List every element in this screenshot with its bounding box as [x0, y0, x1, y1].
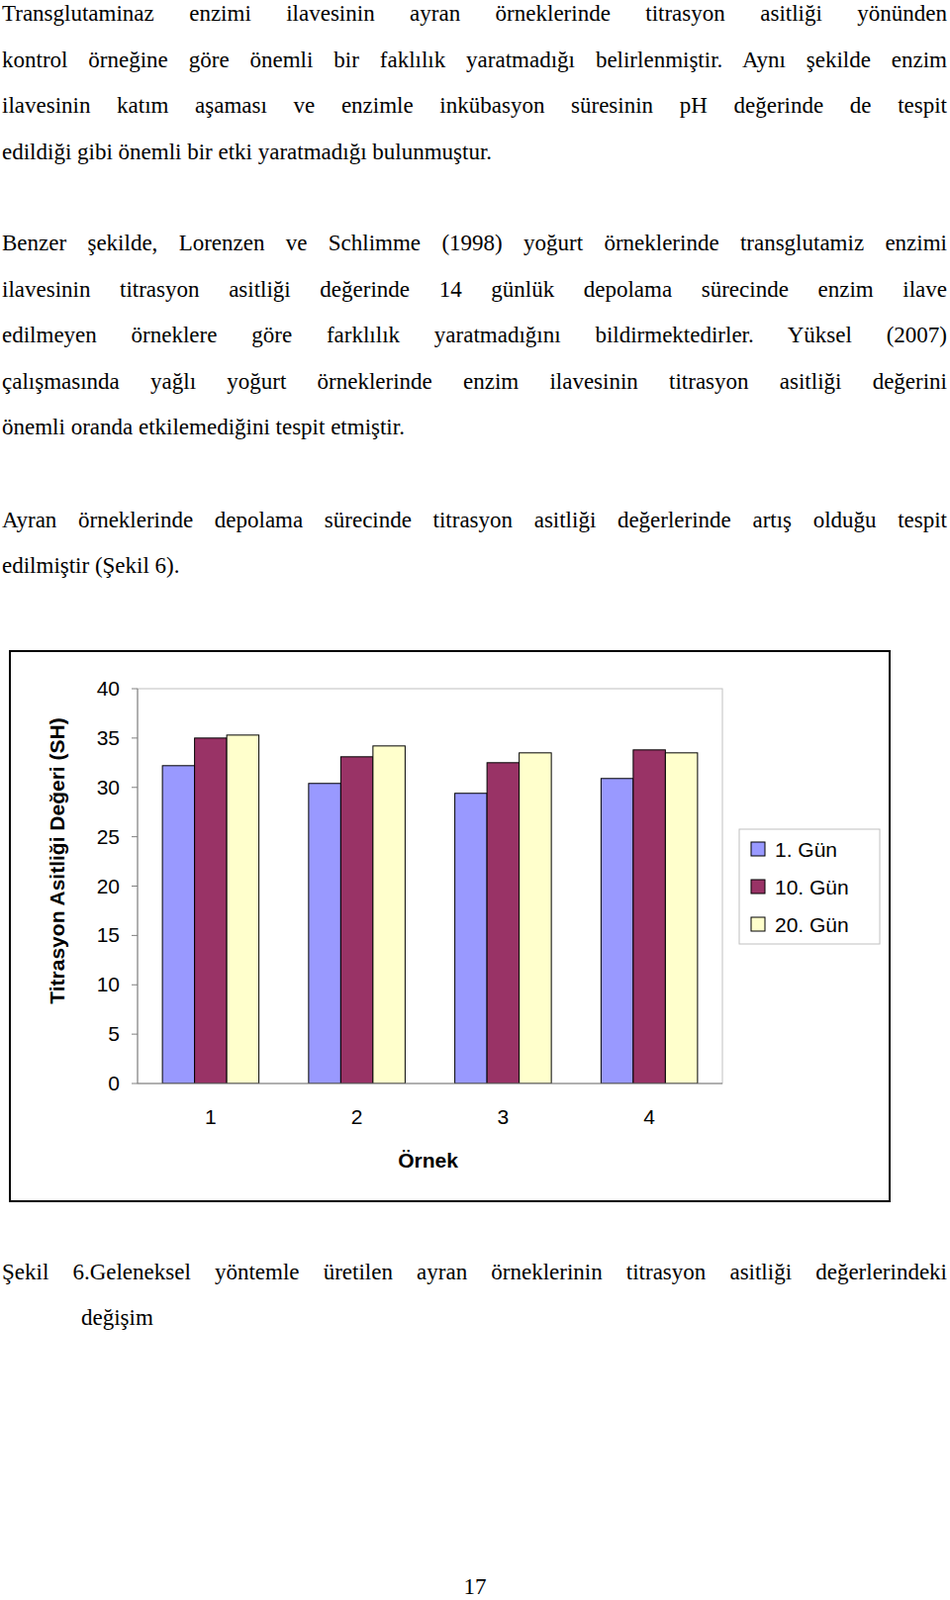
bar [162, 765, 195, 1084]
y-tick-label: 0 [107, 1071, 120, 1095]
chart-frame [9, 651, 890, 1202]
text-line: Benzer şekilde, Lorenzen ve Schlimme (19… [1, 220, 948, 267]
legend-label: 10. Gün [774, 875, 850, 899]
bar [665, 753, 698, 1084]
bar [194, 738, 228, 1084]
y-tick [131, 1034, 138, 1036]
y-tick [131, 935, 138, 937]
x-axis [137, 1083, 723, 1085]
bar [486, 762, 520, 1084]
x-tick-label: 2 [351, 1105, 364, 1129]
x-tick-label: 3 [497, 1105, 510, 1129]
y-tick [131, 737, 138, 739]
text-line: değişim [81, 1295, 948, 1341]
y-tick [131, 786, 138, 788]
legend-label: 20. Gün [774, 913, 850, 937]
text-line: çalışmasında yağlı yoğurt örneklerinde e… [1, 359, 948, 405]
legend-swatch [751, 842, 765, 856]
y-tick-label: 5 [107, 1022, 120, 1045]
y-tick-label: 30 [96, 775, 120, 799]
text-line: edilmeyen örneklere göre farklılık yarat… [1, 312, 948, 359]
y-tick [131, 1083, 138, 1085]
legend: 1. Gün 10. Gün 20. Gün [739, 829, 880, 945]
y-tick-label: 10 [96, 972, 120, 996]
bar [600, 778, 634, 1084]
y-axis-title: Titrasyon Asitliği Değeri (SH) [45, 717, 69, 1004]
plot-area [137, 688, 723, 1084]
bar [455, 793, 488, 1084]
bar [633, 750, 666, 1084]
text-line: ilavesinin titrasyon asitliği değerinde … [1, 267, 948, 313]
legend-label: 1. Gün [774, 838, 838, 861]
page-number: 17 [0, 1564, 950, 1600]
chart: 0 5 10 15 20 25 30 35 40 1 2 3 4 Örnek Titrasyon Asitl… [0, 0, 950, 1600]
legend-box [739, 829, 880, 945]
bars [162, 735, 698, 1084]
bar [373, 746, 406, 1084]
x-axis-title: Örnek [397, 1148, 459, 1172]
text-line: Transglutaminaz enzimi ilavesinin ayran … [1, 0, 948, 37]
legend-swatch [751, 917, 765, 932]
bar [519, 753, 553, 1084]
y-tick-label: 35 [96, 726, 120, 750]
legend-swatch [751, 879, 765, 894]
bar [226, 735, 260, 1084]
y-tick [131, 688, 138, 690]
text-line: ilavesinin katım aşaması ve enzimle inkü… [1, 83, 948, 129]
text-line: edilmiştir (Şekil 6). [1, 543, 948, 589]
y-tick-label: 15 [96, 923, 120, 947]
y-tick-label: 40 [96, 676, 120, 700]
y-tick [131, 836, 138, 838]
bar [308, 783, 342, 1084]
text-line: edildiği gibi önemli bir etki yaratmadığ… [1, 129, 948, 176]
text-line: kontrol örneğine göre önemli bir faklılı… [1, 37, 948, 84]
x-tick-label: 1 [204, 1105, 217, 1129]
bar [340, 757, 374, 1084]
y-axis [137, 688, 139, 1084]
y-tick [131, 984, 138, 986]
text-line: Ayran örneklerinde depolama sürecinde ti… [1, 497, 948, 544]
text-line: önemli oranda etkilemediğini tespit etmi… [1, 404, 948, 451]
y-tick-label: 20 [96, 874, 120, 898]
text-line: Şekil 6.Geleneksel yöntemle üretilen ayr… [1, 1249, 948, 1296]
x-tick-label: 4 [643, 1105, 656, 1129]
y-tick [131, 885, 138, 887]
y-tick-label: 25 [96, 825, 120, 849]
